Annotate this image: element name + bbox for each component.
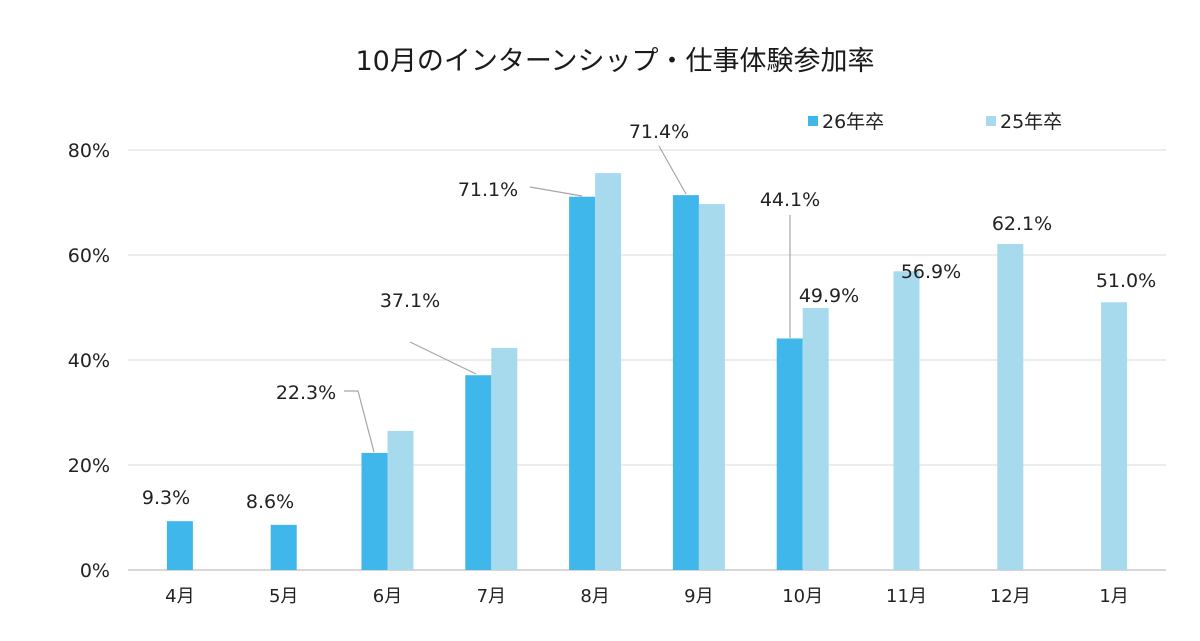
x-tick-label: 11月 — [886, 586, 927, 607]
legend-label-25: 25年卒 — [1000, 111, 1062, 133]
x-tick-label: 12月 — [990, 586, 1031, 607]
x-tick-label: 7月 — [477, 586, 506, 607]
legend: 26年卒 25年卒 — [808, 111, 1062, 133]
data-label: 56.9% — [901, 261, 961, 283]
y-tick-label: 80% — [68, 140, 110, 162]
data-label: 37.1% — [380, 290, 440, 312]
label-leader-line — [344, 390, 375, 453]
label-leader-line — [529, 186, 583, 197]
x-tick-label: 4月 — [165, 586, 194, 607]
bar-26 — [465, 375, 492, 570]
label-leader-line — [409, 341, 477, 375]
bar-26 — [776, 338, 803, 570]
data-label: 71.1% — [458, 179, 518, 201]
bar-25 — [997, 243, 1024, 570]
x-tick-label: 8月 — [580, 586, 609, 607]
legend-swatch-25 — [986, 116, 996, 126]
x-tick-label: 5月 — [269, 586, 298, 607]
bar-26 — [166, 521, 193, 570]
leader-lines — [344, 145, 791, 453]
y-tick-label: 60% — [68, 245, 110, 267]
bar-25 — [893, 271, 920, 570]
y-tick-label: 40% — [68, 350, 110, 372]
label-leader-line — [658, 145, 687, 195]
bar-26 — [361, 452, 388, 570]
bar-25 — [1101, 302, 1128, 570]
bar-25 — [802, 308, 829, 570]
data-label: 44.1% — [760, 189, 820, 211]
x-tick-label: 9月 — [684, 586, 713, 607]
data-label: 62.1% — [992, 213, 1052, 235]
data-label: 9.3% — [142, 487, 190, 509]
y-tick-label: 20% — [68, 455, 110, 477]
data-label: 51.0% — [1096, 270, 1156, 292]
data-labels: 9.3% 8.6% 22.3% 37.1% 71.1% 71.4% 44.1% 49.9% 56… — [142, 121, 1156, 513]
chart-title: 10月のインターンシップ・仕事体験参加率 — [355, 46, 874, 77]
bar-25 — [491, 347, 518, 570]
data-label: 8.6% — [246, 491, 294, 513]
bar-26 — [672, 195, 699, 570]
bar-26 — [270, 524, 297, 570]
legend-swatch-26 — [808, 116, 818, 126]
x-axis-ticks: 4月 5月 6月 7月 8月 9月 10月 11月 12月 1月 — [165, 586, 1129, 607]
x-tick-label: 6月 — [373, 586, 402, 607]
legend-label-26: 26年卒 — [822, 111, 884, 133]
bar-26 — [569, 196, 596, 570]
bars — [166, 173, 1128, 570]
bar-25 — [698, 204, 725, 570]
bar-25 — [595, 173, 622, 570]
y-axis-ticks: 0% 20% 40% 60% 80% — [68, 140, 110, 582]
x-tick-label: 10月 — [782, 586, 823, 607]
data-label: 49.9% — [799, 285, 859, 307]
data-label: 71.4% — [629, 121, 689, 143]
data-label: 22.3% — [276, 382, 336, 404]
bar-25 — [387, 430, 414, 570]
x-tick-label: 1月 — [1099, 586, 1128, 607]
gridlines — [128, 149, 1166, 571]
y-tick-label: 0% — [80, 560, 110, 582]
